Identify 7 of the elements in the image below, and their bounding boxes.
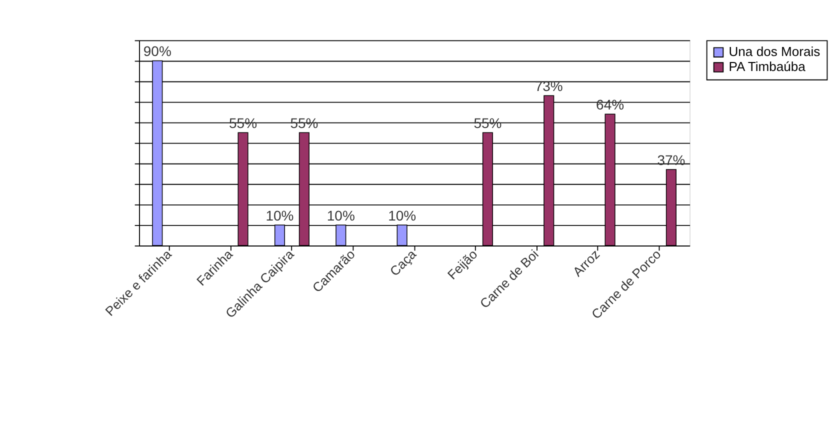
legend-label: PA Timbaúba <box>728 59 806 74</box>
data-label: 10% <box>266 207 294 224</box>
data-label: 10% <box>388 207 416 224</box>
data-label: 90% <box>143 43 172 60</box>
data-label: 73% <box>534 78 563 94</box>
data-label: 10% <box>326 207 355 224</box>
legend-label: Una dos Morais <box>728 44 821 60</box>
